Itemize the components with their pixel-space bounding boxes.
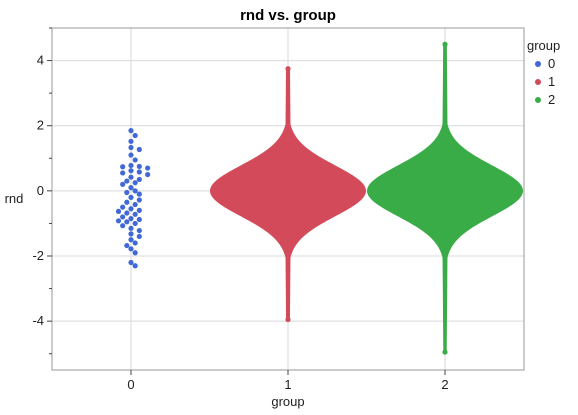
- data-point-group-0: [120, 223, 126, 229]
- data-point-group-0: [124, 178, 130, 184]
- x-axis-label: group: [271, 394, 304, 409]
- data-point-group-0: [136, 163, 142, 170]
- data-point-group-0: [124, 210, 130, 216]
- swarm-body-group-2: [367, 44, 523, 353]
- data-point-group-0: [128, 152, 134, 158]
- chart-title: rnd vs. group: [240, 7, 336, 24]
- data-point-group-0: [136, 216, 142, 223]
- data-point-group-0: [136, 207, 142, 213]
- legend-marker-0: [535, 61, 541, 67]
- y-tick-label: -2: [32, 248, 44, 263]
- data-point-group-0: [128, 206, 134, 212]
- data-point-group-0: [128, 215, 134, 222]
- data-point-group-0: [128, 128, 134, 134]
- data-point-group-2: [442, 349, 448, 355]
- data-point-group-0: [136, 197, 142, 203]
- data-point-group-0: [132, 263, 138, 269]
- legend-marker-1: [535, 79, 541, 85]
- data-point-group-0: [128, 194, 134, 200]
- x-tick-label: 2: [441, 377, 448, 392]
- data-point-group-0: [128, 246, 134, 252]
- data-point-group-0: [145, 171, 151, 178]
- data-point-group-0: [120, 181, 126, 187]
- data-point-group-0: [132, 220, 138, 227]
- data-point-group-0: [128, 162, 134, 169]
- data-point-group-0: [128, 138, 134, 144]
- data-point-group-0: [132, 211, 138, 217]
- y-tick-label: 0: [37, 183, 44, 198]
- y-axis-label: rnd: [5, 191, 24, 206]
- data-point-group-0: [128, 185, 134, 191]
- data-point-group-0: [120, 214, 126, 220]
- data-point-group-0: [132, 132, 138, 139]
- data-point-group-0: [136, 169, 142, 175]
- data-point-group-0: [128, 168, 134, 174]
- data-point-group-0: [120, 170, 126, 176]
- data-point-group-1: [285, 316, 291, 323]
- x-tick-label: 1: [284, 377, 291, 392]
- data-point-group-2: [442, 41, 448, 47]
- data-point-group-0: [128, 174, 134, 180]
- data-point-group-0: [132, 201, 138, 208]
- data-point-group-0: [136, 191, 142, 197]
- data-point-group-0: [132, 240, 138, 246]
- x-axis: 0 1 2: [127, 370, 449, 392]
- plot-marks: [115, 41, 523, 355]
- data-point-group-0: [120, 204, 126, 210]
- data-point-group-0: [136, 233, 142, 240]
- data-point-group-0: [132, 188, 138, 194]
- swarm-body-group-1: [210, 68, 366, 320]
- y-tick-label: 4: [37, 53, 44, 68]
- data-point-group-0: [145, 165, 151, 171]
- data-point-group-0: [115, 208, 122, 214]
- y-axis: -4 -2 0 2 4: [32, 27, 52, 355]
- data-point-group-0: [128, 144, 134, 151]
- data-point-group-0: [128, 259, 134, 266]
- legend-marker-2: [535, 97, 541, 103]
- x-tick-label: 0: [127, 377, 134, 392]
- data-point-group-0: [128, 225, 134, 231]
- y-tick-label: -4: [32, 313, 44, 328]
- data-point-group-0: [132, 157, 138, 163]
- data-point-group-0: [136, 227, 142, 234]
- data-point-group-0: [124, 199, 130, 205]
- data-point-group-0: [136, 176, 142, 183]
- data-point-group-0: [136, 146, 142, 153]
- legend-title: group: [527, 38, 560, 53]
- legend: group 0 1 2: [527, 38, 560, 107]
- data-point-group-0: [128, 231, 134, 237]
- data-point-group-0: [124, 242, 130, 249]
- data-point-group-0: [115, 218, 122, 224]
- data-point-group-0: [132, 250, 138, 256]
- data-point-group-0: [120, 164, 126, 170]
- data-point-group-1: [285, 66, 291, 72]
- legend-label-0: 0: [548, 56, 555, 71]
- data-point-group-0: [124, 219, 130, 225]
- legend-label-2: 2: [548, 92, 555, 107]
- legend-label-1: 1: [548, 74, 555, 89]
- data-point-group-0: [132, 180, 138, 186]
- data-point-group-0: [124, 189, 130, 196]
- data-point-group-0: [128, 237, 134, 243]
- y-tick-label: 2: [37, 118, 44, 133]
